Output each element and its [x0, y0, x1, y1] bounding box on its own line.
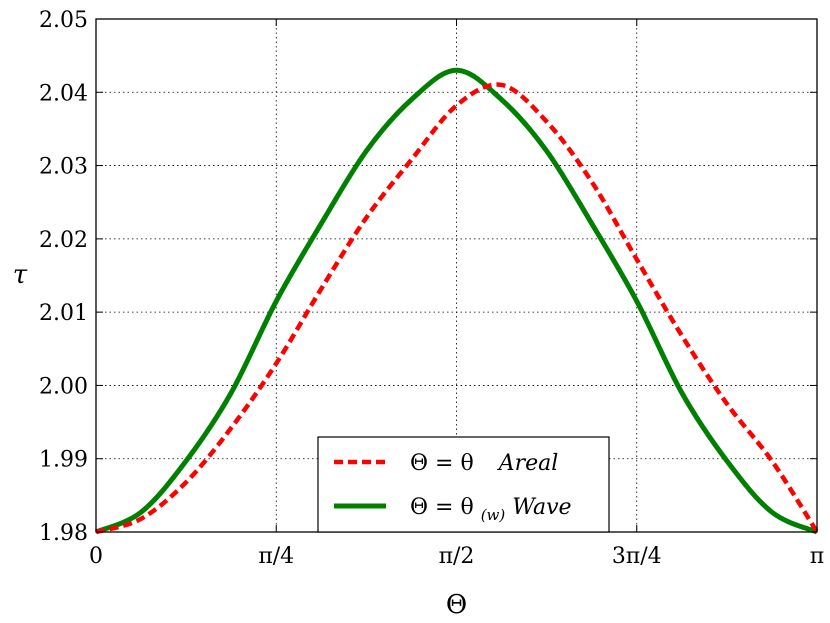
y-tick-label: 1.99 — [39, 448, 88, 473]
x-tick-label: π/2 — [439, 544, 475, 569]
x-axis-label: Θ — [446, 590, 467, 620]
series-layer — [94, 67, 819, 535]
legend-label-wave-prefix: Θ = θ — [410, 495, 474, 520]
legend-label-wave: Θ = θ (w) Wave — [410, 495, 572, 526]
legend-label-areal-suffix: Areal — [497, 451, 559, 476]
y-tick-label: 2.02 — [39, 228, 88, 253]
legend: Θ = θ Areal Θ = θ (w) Wave — [317, 436, 610, 533]
y-tick-label: 2.03 — [39, 155, 88, 180]
y-tick-label: 2.05 — [39, 8, 88, 33]
series-line-areal — [95, 82, 819, 535]
y-tick-label: 1.98 — [39, 521, 88, 546]
y-tick-label: 2.04 — [39, 81, 88, 106]
legend-label-areal: Θ = θ Areal — [410, 451, 558, 476]
tick-layer: 0 π/4 π/2 3π/4 π 1.98 1.99 2.00 2.01 2.02 2.03 2.04… — [39, 8, 824, 569]
legend-label-wave-subscript: (w) — [481, 506, 506, 524]
x-tick-label: π/4 — [258, 544, 294, 569]
x-tick-label: 0 — [89, 544, 103, 569]
x-tick-label: 3π/4 — [612, 544, 662, 569]
y-tick-label: 2.00 — [39, 374, 88, 399]
legend-box — [317, 436, 610, 533]
y-tick-label: 2.01 — [39, 301, 88, 326]
series-line-wave — [94, 67, 819, 535]
y-axis-label: τ — [13, 260, 28, 290]
x-tick-label: π — [810, 544, 824, 569]
legend-label-wave-suffix: Wave — [512, 495, 571, 520]
legend-label-areal-prefix: Θ = θ — [410, 451, 474, 476]
